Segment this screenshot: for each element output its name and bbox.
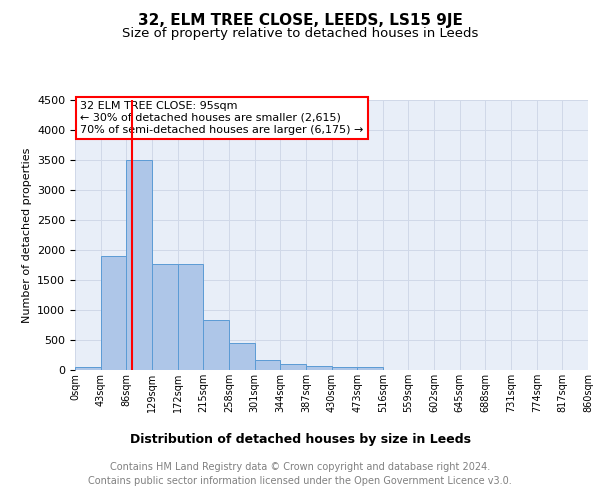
Bar	[127, 160, 152, 370]
Bar	[178, 264, 203, 370]
Text: Contains public sector information licensed under the Open Government Licence v3: Contains public sector information licen…	[88, 476, 512, 486]
Y-axis label: Number of detached properties: Number of detached properties	[22, 148, 32, 322]
Bar	[229, 343, 254, 370]
Bar	[101, 256, 127, 370]
Bar	[280, 364, 306, 370]
Bar	[357, 367, 383, 370]
Bar	[203, 320, 229, 370]
Text: 32, ELM TREE CLOSE, LEEDS, LS15 9JE: 32, ELM TREE CLOSE, LEEDS, LS15 9JE	[137, 12, 463, 28]
Bar	[254, 360, 280, 370]
Bar	[75, 367, 101, 370]
Text: Size of property relative to detached houses in Leeds: Size of property relative to detached ho…	[122, 28, 478, 40]
Bar	[306, 366, 331, 370]
Text: Distribution of detached houses by size in Leeds: Distribution of detached houses by size …	[130, 432, 470, 446]
Bar	[331, 367, 357, 370]
Text: Contains HM Land Registry data © Crown copyright and database right 2024.: Contains HM Land Registry data © Crown c…	[110, 462, 490, 472]
Text: 32 ELM TREE CLOSE: 95sqm
← 30% of detached houses are smaller (2,615)
70% of sem: 32 ELM TREE CLOSE: 95sqm ← 30% of detach…	[80, 102, 364, 134]
Bar	[152, 264, 178, 370]
